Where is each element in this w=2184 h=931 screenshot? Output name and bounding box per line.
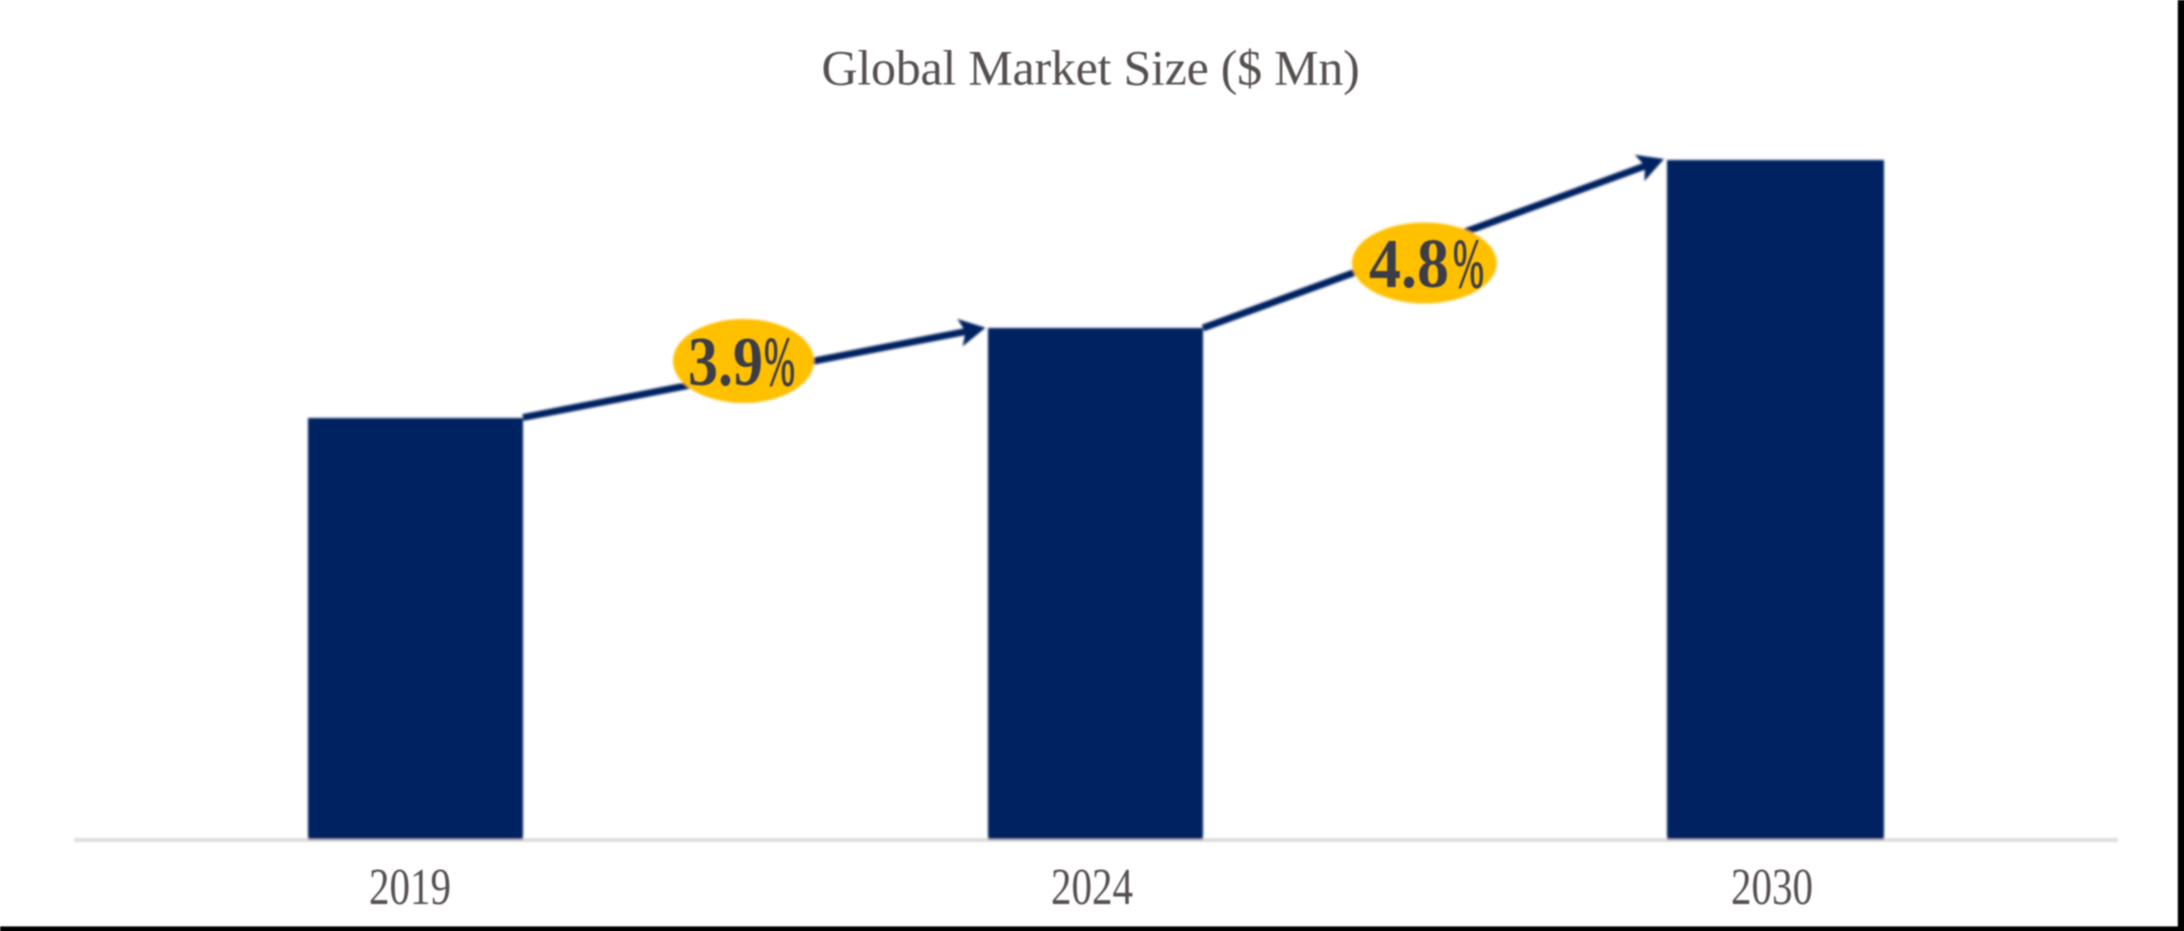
svg-text:2024: 2024 [1051,859,1133,916]
svg-text:%: % [1453,226,1484,303]
svg-text:2019: 2019 [369,859,451,916]
svg-text:Global Market Size ($ Mn): Global Market Size ($ Mn) [821,40,1359,96]
svg-text:2030: 2030 [1731,859,1813,916]
svg-text:4.8: 4.8 [1369,226,1449,303]
svg-text:3.9: 3.9 [688,324,763,401]
svg-text:%: % [764,324,795,401]
